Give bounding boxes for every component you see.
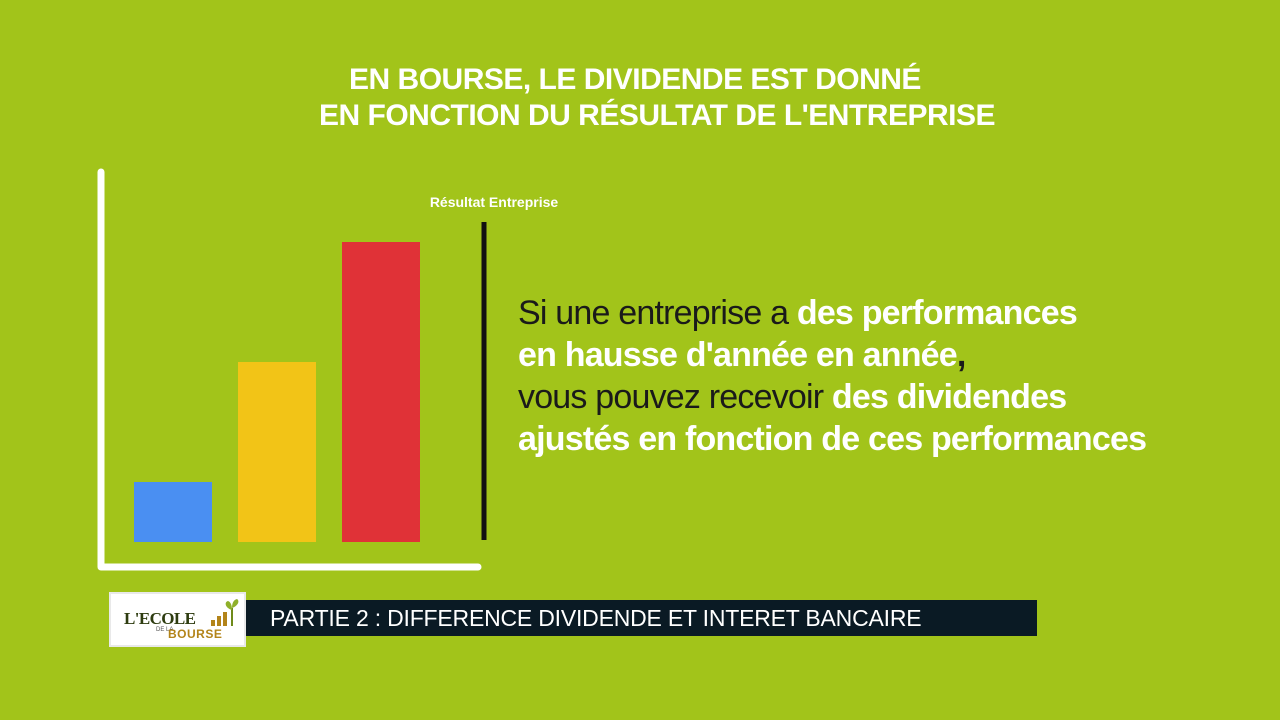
ecole-bourse-logo: L'ECOLE DE LA BOURSE [109, 592, 246, 647]
statement-plain-1: Si une entreprise a [518, 294, 797, 332]
statement-highlight-4: ajustés en fonction de ces performances [518, 420, 1147, 458]
chart-axes [97, 168, 482, 571]
bar-2 [238, 362, 316, 542]
logo-line-2: BOURSE [168, 627, 223, 641]
sprout-icon [211, 599, 239, 626]
title-line-2: EN FONCTION DU RÉSULTAT DE L'ENTREPRISE [319, 99, 995, 132]
logo-mini-text: DE LA [156, 627, 174, 633]
statement-line-1: Si une entreprise a des performances [518, 292, 1238, 334]
bar-3 [342, 242, 420, 542]
statement-highlight-1: des performances [796, 294, 1078, 332]
chart-title: Résultat Entreprise [430, 194, 559, 210]
main-title: EN BOURSE, LE DIVIDENDE EST DONNÉ EN FON… [0, 62, 1280, 134]
statement-plain-2: vous pouvez recevoir [518, 378, 832, 416]
statement-highlight-2: en hausse d'année en année [518, 336, 958, 374]
title-line-1: EN BOURSE, LE DIVIDENDE EST DONNÉ [349, 63, 921, 96]
statement-line-4: ajustés en fonction de ces performances [518, 418, 1238, 460]
statement-line-2: en hausse d'année en année, [518, 334, 1238, 376]
logo-line-1: L'ECOLE [124, 609, 196, 628]
statement-highlight-3: des dividendes [831, 378, 1067, 416]
bar-1 [134, 482, 212, 542]
part-banner: PARTIE 2 : DIFFERENCE DIVIDENDE ET INTER… [246, 600, 1037, 636]
bar-group [134, 242, 420, 542]
statement-line-3: vous pouvez recevoir des dividendes [518, 376, 1238, 418]
statement-comma: , [956, 336, 966, 374]
statement-text: Si une entreprise a des performances en … [518, 292, 1238, 460]
